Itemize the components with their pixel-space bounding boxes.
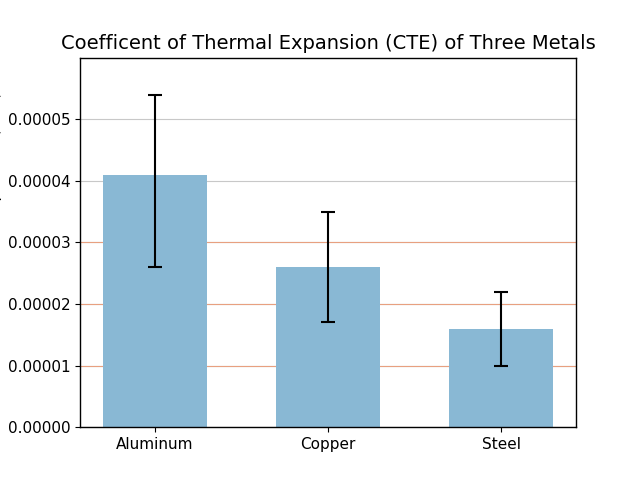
- Bar: [449, 329, 554, 427]
- Bar: [102, 175, 207, 427]
- Title: Coefficent of Thermal Expansion (CTE) of Three Metals: Coefficent of Thermal Expansion (CTE) of…: [61, 34, 595, 53]
- Bar: [276, 267, 380, 427]
- Y-axis label: Coefficient of Thermal Expansion (°C⁻¹): Coefficient of Thermal Expansion (°C⁻¹): [0, 91, 2, 394]
